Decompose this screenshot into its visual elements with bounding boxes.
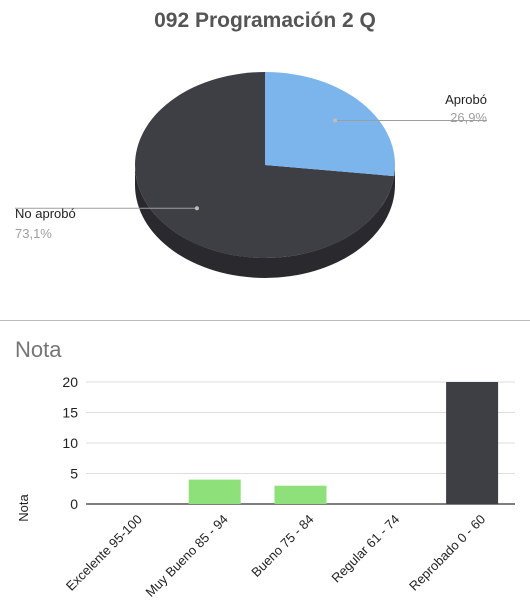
bar-2 [274,485,327,504]
leader-dot-no-aprobo [194,206,199,211]
bar-x-tick-label: Reprobado 0 - 60 [406,512,488,594]
pie-slice-aprobo [265,72,395,177]
bar-1 [188,479,241,504]
pie-pct-aprobo: 26,9% [450,110,487,125]
bar-y-tick-label: 20 [62,374,78,390]
pie-chart [15,72,487,278]
pie-label-aprobo: Aprobó [445,92,487,107]
bar-y-tick-label: 0 [70,496,78,512]
bar-y-tick-label: 15 [62,405,78,421]
bar-y-tick-label: 5 [70,466,78,482]
bar-4 [446,382,499,504]
bar-x-tick-label: Muy Bueno 85 - 94 [143,512,231,600]
bar-y-axis-label: Nota [16,494,31,522]
pie-pct-no-aprobo: 73,1% [15,226,52,241]
bar-y-tick-label: 10 [62,435,78,451]
bar-x-tick-label: Bueno 75 - 84 [248,512,316,580]
bar-x-tick-label: Regular 61 - 74 [328,512,402,586]
chart-divider [0,320,530,321]
pie-depth-edge [135,165,395,278]
pie-slice-no-aprobo [135,72,395,258]
pie-label-no-aprobo: No aprobó [15,206,76,221]
bar-x-tick-label: Excelente 95-100 [63,512,145,594]
bar-chart-title: Nota [15,337,62,362]
pie-chart-title: 092 Programación 2 Q [154,9,376,32]
leader-dot-aprobo [333,118,338,123]
